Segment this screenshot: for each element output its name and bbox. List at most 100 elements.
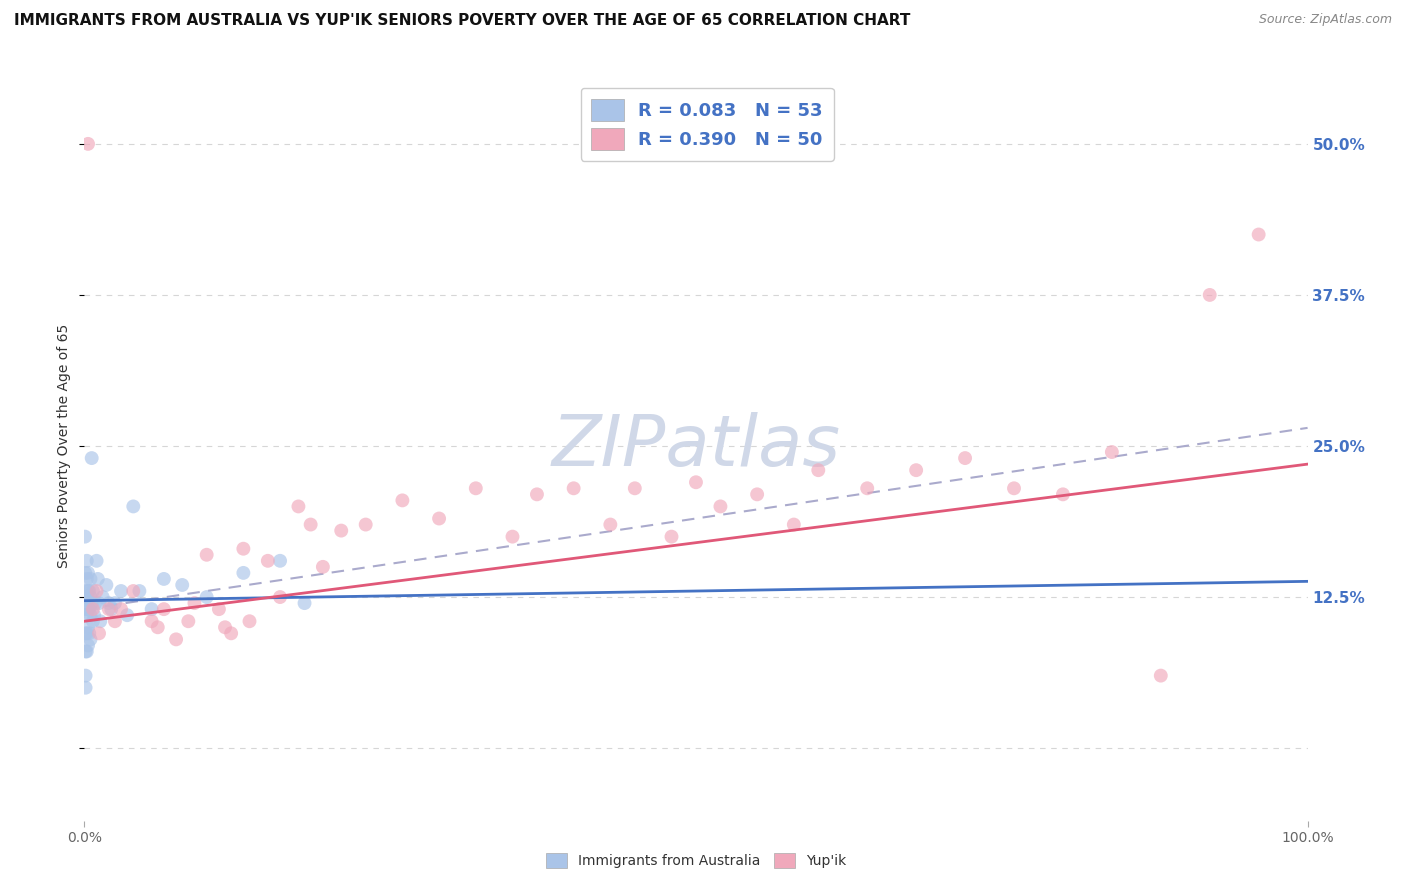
Point — [1150, 668, 1173, 682]
Point — [73, 530, 96, 544]
Point — [269, 554, 291, 568]
Point — [141, 602, 163, 616]
Point — [79, 572, 101, 586]
Point — [87, 596, 110, 610]
Point — [269, 590, 291, 604]
Point — [208, 602, 231, 616]
Point — [104, 614, 127, 628]
Point — [807, 463, 830, 477]
Point — [86, 554, 108, 568]
Y-axis label: Seniors Poverty Over the Age of 65: Seniors Poverty Over the Age of 65 — [58, 324, 72, 568]
Point — [214, 620, 236, 634]
Point — [77, 602, 100, 616]
Point — [195, 590, 218, 604]
Point — [75, 626, 97, 640]
Point — [82, 602, 104, 616]
Point — [104, 596, 127, 610]
Point — [856, 481, 879, 495]
Point — [661, 530, 683, 544]
Point — [905, 463, 928, 477]
Point — [1101, 445, 1123, 459]
Point — [76, 554, 98, 568]
Text: Source: ZipAtlas.com: Source: ZipAtlas.com — [1258, 13, 1392, 27]
Point — [427, 511, 450, 525]
Point — [562, 481, 585, 495]
Point — [177, 614, 200, 628]
Point — [89, 614, 111, 628]
Point — [97, 602, 120, 616]
Point — [141, 614, 163, 628]
Point — [783, 517, 806, 532]
Legend: Immigrants from Australia, Yup'ik: Immigrants from Australia, Yup'ik — [540, 847, 852, 873]
Point — [75, 602, 97, 616]
Point — [122, 584, 145, 599]
Point — [153, 572, 176, 586]
Point — [84, 596, 107, 610]
Point — [709, 500, 731, 514]
Point — [75, 668, 97, 682]
Point — [76, 644, 98, 658]
Point — [80, 596, 103, 610]
Point — [183, 596, 205, 610]
Point — [464, 481, 486, 495]
Point — [76, 572, 98, 586]
Point — [83, 608, 105, 623]
Point — [77, 584, 100, 599]
Text: ZIPatlas: ZIPatlas — [551, 411, 841, 481]
Point — [97, 596, 120, 610]
Point — [110, 584, 132, 599]
Point — [110, 602, 132, 616]
Point — [77, 626, 100, 640]
Point — [1247, 227, 1270, 242]
Point — [82, 614, 104, 628]
Point — [76, 608, 98, 623]
Point — [299, 517, 322, 532]
Point — [195, 548, 218, 562]
Point — [96, 578, 118, 592]
Point — [1198, 288, 1220, 302]
Point — [87, 572, 110, 586]
Point — [77, 566, 100, 580]
Point — [146, 620, 169, 634]
Point — [238, 614, 260, 628]
Point — [87, 626, 110, 640]
Point — [79, 632, 101, 647]
Point — [391, 493, 413, 508]
Point — [526, 487, 548, 501]
Point — [73, 590, 96, 604]
Point — [599, 517, 621, 532]
Point — [100, 602, 122, 616]
Point — [747, 487, 769, 501]
Point — [1052, 487, 1074, 501]
Point — [1002, 481, 1025, 495]
Point — [77, 584, 100, 599]
Point — [953, 451, 976, 466]
Point — [77, 602, 100, 616]
Point — [165, 632, 187, 647]
Point — [685, 475, 707, 490]
Point — [75, 644, 97, 658]
Point — [232, 541, 254, 556]
Point — [312, 559, 335, 574]
Point — [75, 566, 97, 580]
Point — [122, 500, 145, 514]
Point — [294, 596, 316, 610]
Point — [232, 566, 254, 580]
Point — [153, 602, 176, 616]
Point — [76, 590, 98, 604]
Point — [91, 590, 114, 604]
Point — [330, 524, 353, 538]
Point — [77, 136, 100, 151]
Point — [354, 517, 377, 532]
Text: IMMIGRANTS FROM AUSTRALIA VS YUP'IK SENIORS POVERTY OVER THE AGE OF 65 CORRELATI: IMMIGRANTS FROM AUSTRALIA VS YUP'IK SENI… — [14, 13, 911, 29]
Point — [77, 620, 100, 634]
Point — [75, 584, 97, 599]
Point — [115, 608, 138, 623]
Point — [79, 608, 101, 623]
Point — [624, 481, 647, 495]
Point — [172, 578, 194, 592]
Point — [287, 500, 309, 514]
Point — [79, 590, 101, 604]
Point — [128, 584, 150, 599]
Point — [80, 451, 103, 466]
